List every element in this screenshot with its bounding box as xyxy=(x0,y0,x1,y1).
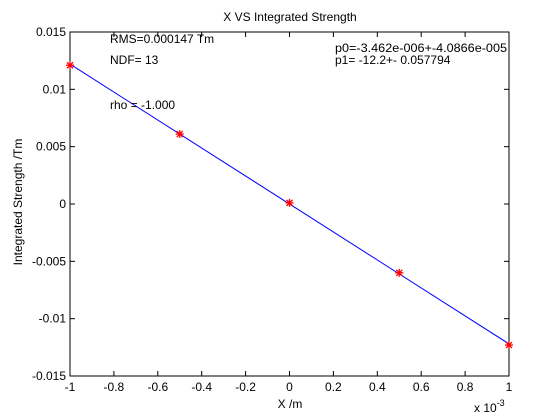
x-axis-label: X /m xyxy=(278,397,303,411)
p0-annotation: p0=-3.462e-006+-4.0866e-005 xyxy=(335,41,507,55)
y-tick-labels: 0.015 0.01 0.005 0 -0.005 -0.01 -0.015 xyxy=(32,25,66,383)
x-tick-label: 0.8 xyxy=(457,380,474,394)
ndf-annotation: NDF= 13 xyxy=(110,53,159,67)
data-points xyxy=(66,61,513,350)
y-tick-label: 0 xyxy=(59,197,66,211)
y-axis-label: Integrated Strength /Tm xyxy=(11,139,25,266)
data-point xyxy=(175,130,184,139)
x-tick-label: -0.8 xyxy=(104,380,125,394)
x-tick-label: 0 xyxy=(286,380,293,394)
x-axis-exponent-power: -3 xyxy=(497,398,505,408)
axis-ticks xyxy=(69,31,510,377)
x-tick-label: -0.2 xyxy=(235,380,256,394)
y-tick-label: -0.015 xyxy=(32,369,66,383)
rho-annotation: rho = -1.000 xyxy=(110,98,175,112)
x-tick-label: -1 xyxy=(65,380,76,394)
x-tick-label: 0.4 xyxy=(369,380,386,394)
data-point xyxy=(66,61,74,70)
rms-annotation: RMS=0.000147 Tm xyxy=(110,32,214,46)
data-point xyxy=(285,198,294,207)
x-axis-exponent: x 10-3 xyxy=(474,398,505,415)
x-tick-labels: -1 -0.8 -0.6 -0.4 -0.2 0 0.2 0.4 0.6 0.8 1 xyxy=(65,380,513,394)
x-tick-label: 1 xyxy=(506,380,513,394)
y-tick-label: -0.005 xyxy=(32,254,66,268)
x-tick-label: -0.4 xyxy=(191,380,212,394)
y-tick-label: 0.005 xyxy=(36,140,66,154)
y-tick-label: 0.015 xyxy=(36,25,66,39)
data-point xyxy=(395,268,404,277)
chart-title: X VS Integrated Strength xyxy=(223,10,356,24)
y-tick-label: 0.01 xyxy=(43,82,67,96)
y-tick-label: -0.01 xyxy=(39,312,67,326)
x-tick-label: -0.6 xyxy=(147,380,168,394)
p1-annotation: p1= -12.2+- 0.057794 xyxy=(335,53,451,67)
data-point xyxy=(505,341,513,350)
x-tick-label: 0.6 xyxy=(413,380,430,394)
x-tick-label: 0.2 xyxy=(325,380,342,394)
